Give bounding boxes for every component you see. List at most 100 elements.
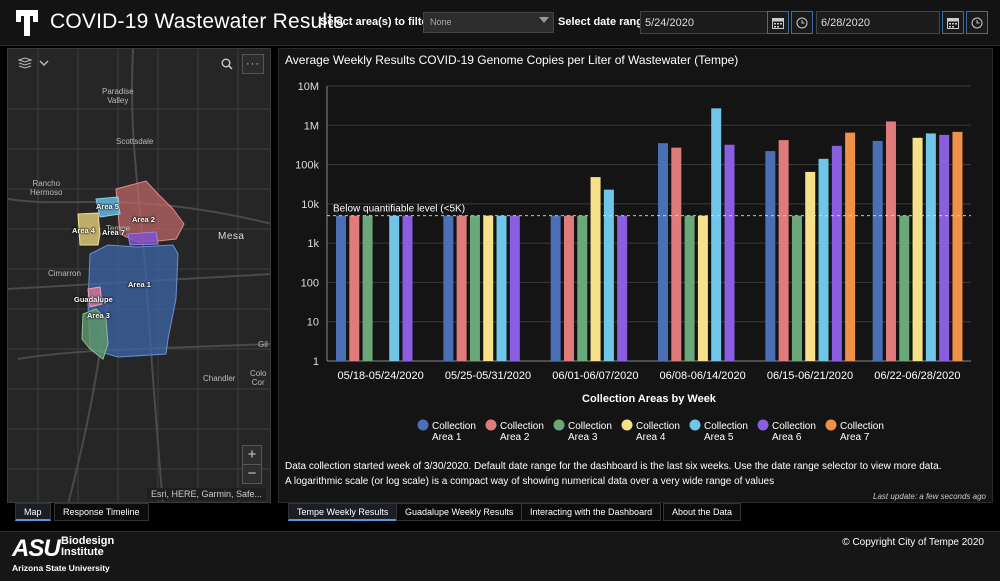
tab-tempe-weekly[interactable]: Tempe Weekly Results [288, 503, 398, 521]
bar-collection-area-2[interactable] [671, 147, 682, 361]
legend-sublabel: Area 6 [772, 432, 802, 443]
area-filter-select[interactable]: None [423, 12, 554, 33]
legend-sublabel: Area 7 [840, 432, 870, 443]
bar-collection-area-1[interactable] [872, 140, 883, 361]
bar-collection-area-2[interactable] [563, 215, 574, 361]
bar-collection-area-5[interactable] [925, 133, 936, 361]
bar-collection-area-3[interactable] [791, 215, 802, 361]
asu-university-label: Arizona State University [12, 563, 110, 573]
bar-collection-area-3[interactable] [362, 215, 373, 361]
bar-collection-area-3[interactable] [577, 215, 588, 361]
bar-collection-area-6[interactable] [831, 145, 842, 361]
bar-collection-area-3[interactable] [684, 215, 695, 361]
start-calendar-button[interactable] [767, 11, 789, 34]
institute-text: Institute [61, 546, 104, 558]
footer: ASU Biodesign Institute Arizona State Un… [0, 531, 1000, 581]
map-canvas[interactable] [8, 49, 271, 503]
date-range-label: Select date range [558, 16, 650, 28]
bar-collection-area-4[interactable] [697, 215, 708, 361]
x-tick-label: 06/01-06/07/2020 [552, 370, 638, 382]
bar-collection-area-2[interactable] [885, 121, 896, 361]
app-header: COVID-19 Wastewater Results Select area(… [0, 0, 1000, 46]
zoom-out-button[interactable]: − [242, 464, 262, 484]
y-tick-label: 1k [307, 238, 319, 250]
legend-label: Collection [840, 421, 884, 432]
bar-collection-area-4[interactable] [590, 177, 601, 361]
tab-guadalupe-weekly[interactable]: Guadalupe Weekly Results [396, 503, 523, 521]
bar-collection-area-6[interactable] [402, 215, 413, 361]
guadalupe-shape[interactable] [87, 286, 103, 308]
bar-collection-area-5[interactable] [603, 189, 614, 361]
legend-sublabel: Area 5 [704, 432, 734, 443]
bar-collection-area-4[interactable] [805, 171, 816, 361]
start-date-input[interactable]: 5/24/2020 [640, 11, 768, 34]
bar-collection-area-1[interactable] [550, 215, 561, 361]
place-cimarron: Cimarron [48, 269, 81, 278]
end-time-button[interactable] [966, 11, 988, 34]
y-tick-label: 100k [295, 160, 319, 172]
map-panel[interactable]: ··· Paradise Valley Scottsdale Rancho He… [7, 48, 271, 503]
bar-collection-area-1[interactable] [336, 215, 346, 361]
tab-map[interactable]: Map [15, 503, 51, 521]
map-search-button[interactable] [218, 55, 236, 73]
bar-collection-area-6[interactable] [509, 215, 520, 361]
asu-logo: ASU [12, 535, 61, 562]
end-calendar-button[interactable] [942, 11, 964, 34]
clock-icon [796, 17, 808, 28]
area-3-shape[interactable] [81, 308, 109, 360]
area-7-label: Area 7 [102, 228, 125, 237]
bar-collection-area-7[interactable] [845, 132, 856, 361]
layers-icon [18, 57, 32, 69]
x-tick-label: 05/18-05/24/2020 [338, 370, 424, 382]
bar-collection-area-3[interactable] [899, 215, 910, 361]
place-gil: Gil [258, 340, 268, 349]
bar-collection-area-7[interactable] [952, 131, 963, 361]
bar-collection-area-2[interactable] [778, 140, 789, 361]
bar-collection-area-1[interactable] [443, 215, 454, 361]
end-date-input[interactable]: 6/28/2020 [816, 11, 940, 34]
map-menu-dropdown[interactable] [38, 57, 50, 69]
legend-swatch [757, 419, 769, 431]
layers-button[interactable] [16, 55, 34, 71]
legend-swatch [417, 419, 429, 431]
bar-collection-area-4[interactable] [912, 137, 923, 361]
x-tick-label: 06/22-06/28/2020 [874, 370, 960, 382]
bar-collection-area-6[interactable] [939, 134, 950, 361]
map-more-button[interactable]: ··· [242, 54, 264, 74]
bar-collection-area-1[interactable] [765, 151, 776, 361]
start-time-button[interactable] [791, 11, 813, 34]
bar-collection-area-5[interactable] [389, 215, 400, 361]
bar-collection-area-2[interactable] [456, 215, 467, 361]
legend-label: Collection [500, 421, 544, 432]
zoom-in-button[interactable]: + [242, 445, 262, 465]
bar-chart[interactable]: 1 10 100 1k 10k 100k 1M 10M 05/18-05/24/2020 05/2… [279, 49, 994, 504]
legend-swatch [621, 419, 633, 431]
bar-collection-area-5[interactable] [496, 215, 507, 361]
bar-collection-area-6[interactable] [617, 215, 628, 361]
legend-sublabel: Area 1 [432, 432, 462, 443]
x-tick-label: 05/25-05/31/2020 [445, 370, 531, 382]
y-tick-label: 1M [304, 120, 319, 132]
tab-about-data[interactable]: About the Data [663, 503, 742, 521]
bar-collection-area-2[interactable] [349, 215, 360, 361]
tab-response-timeline[interactable]: Response Timeline [54, 503, 149, 521]
bar-collection-area-4[interactable] [483, 215, 494, 361]
chart-title: Average Weekly Results COVID-19 Genome C… [285, 53, 739, 67]
area-5-shape[interactable] [95, 196, 121, 218]
bar-collection-area-5[interactable] [711, 108, 722, 361]
area-7-shape[interactable] [127, 231, 159, 246]
bar-collection-area-6[interactable] [724, 144, 735, 361]
chevron-down-icon [539, 17, 549, 23]
bar-collection-area-3[interactable] [469, 215, 480, 361]
bar-collection-area-1[interactable] [658, 143, 668, 361]
more-options-icon: ··· [246, 58, 260, 70]
area-4-shape[interactable] [77, 212, 101, 246]
place-colo: Colo Cor [250, 369, 267, 387]
legend-label: Collection [636, 421, 680, 432]
info-line-2: A logarithmic scale (or log scale) is a … [285, 476, 775, 487]
area-filter-label: Select area(s) to filter [320, 16, 432, 28]
tab-interacting[interactable]: Interacting with the Dashboard [521, 503, 662, 521]
info-line-1: Data collection started week of 3/30/202… [285, 461, 942, 472]
bar-collection-area-5[interactable] [818, 158, 829, 361]
guadalupe-label: Guadalupe [74, 295, 113, 304]
